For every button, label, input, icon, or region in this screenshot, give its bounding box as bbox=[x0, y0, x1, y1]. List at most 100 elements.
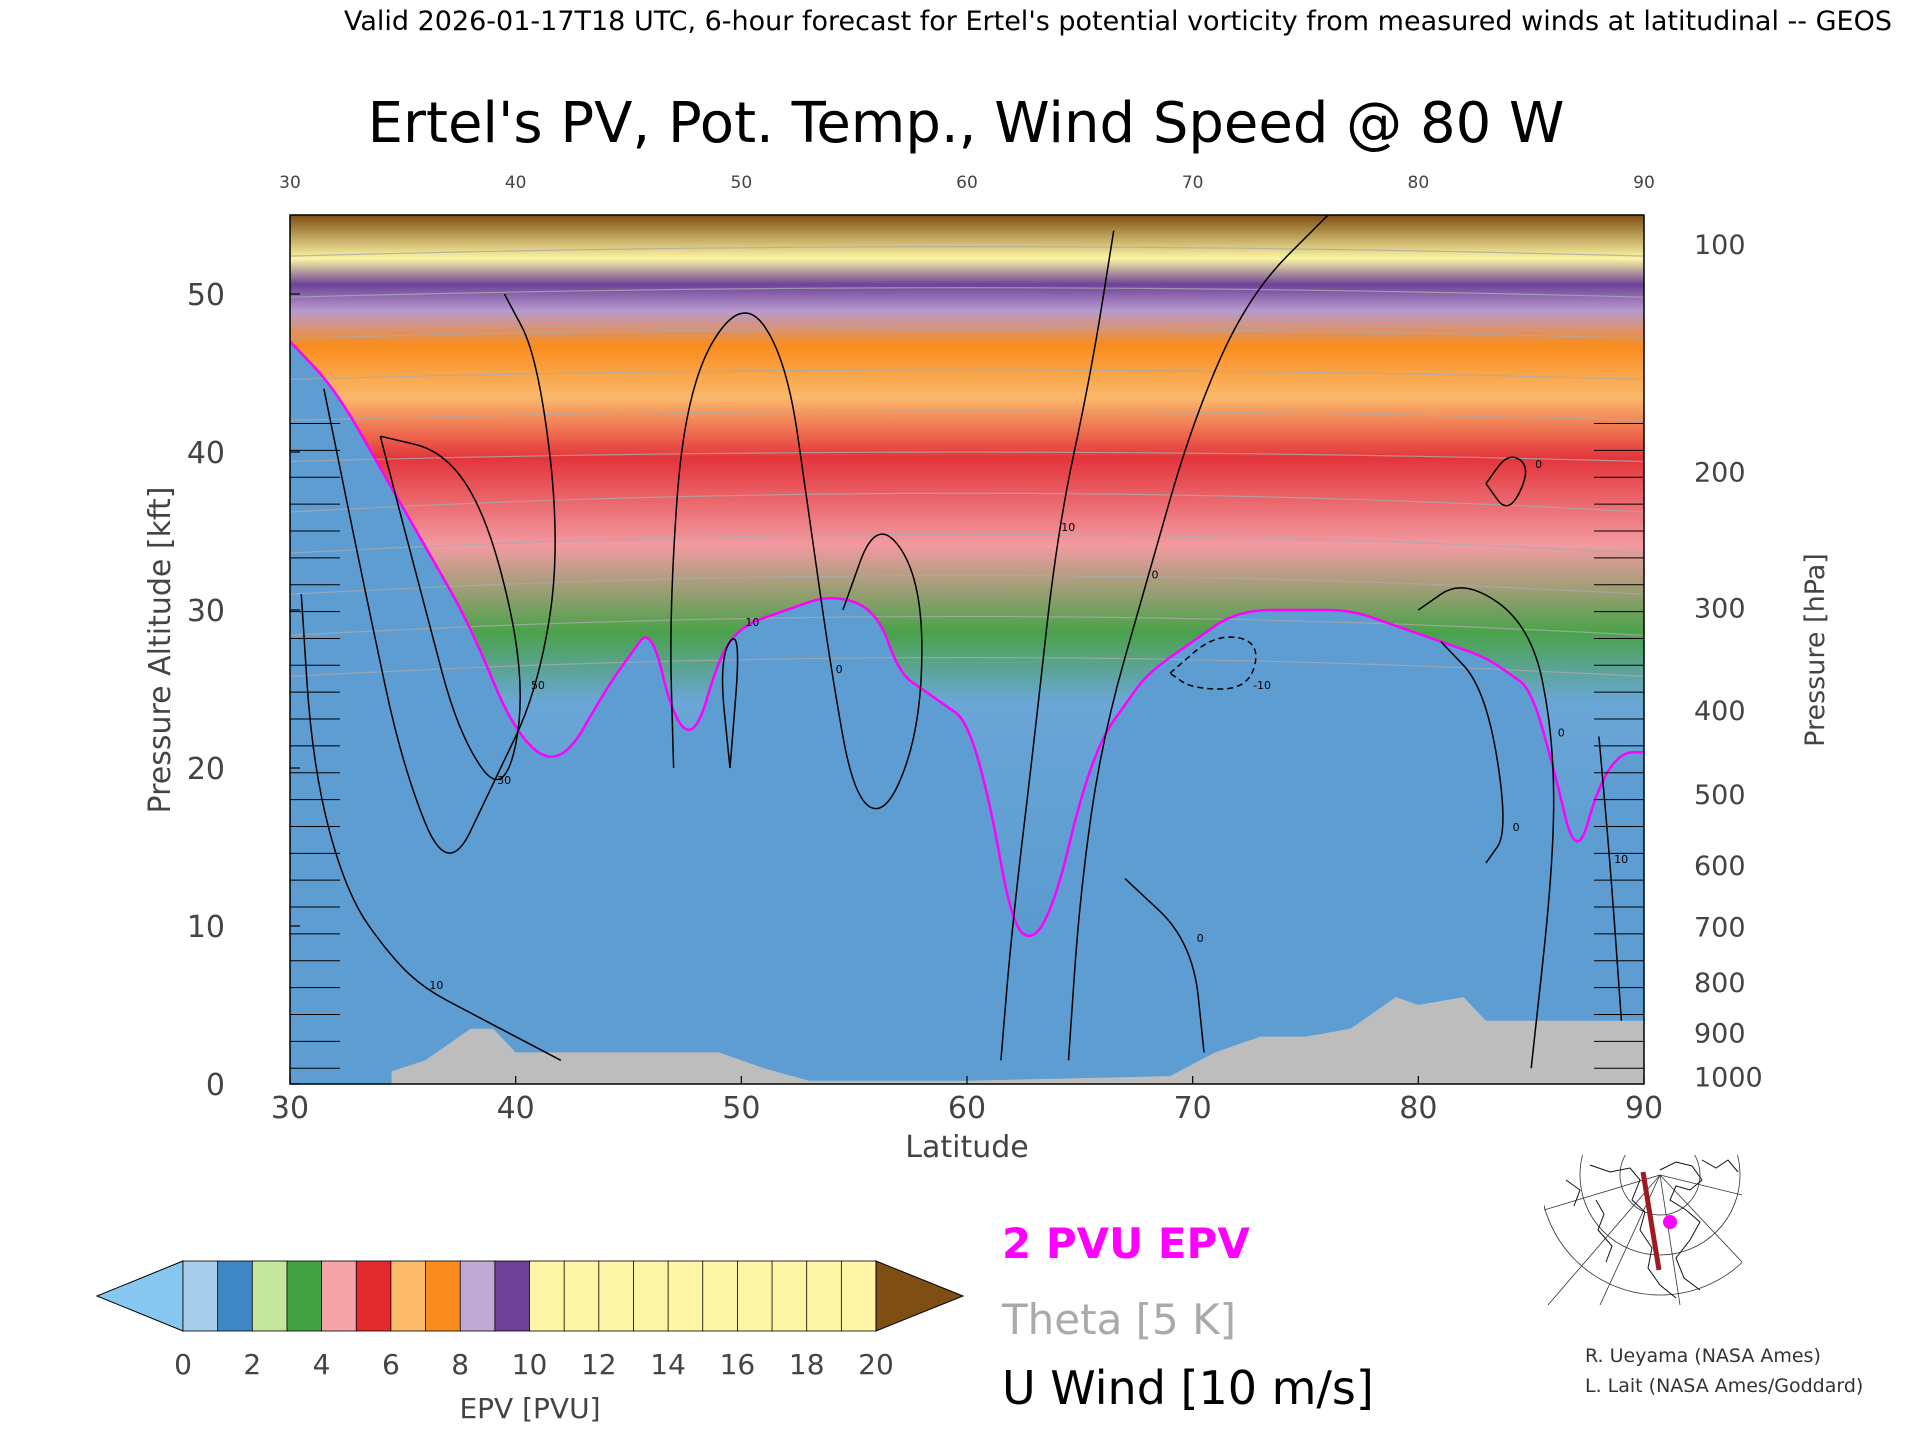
u-wind-contour-0 bbox=[300, 594, 562, 1061]
u-wind-contours: 10 30 50 0 10 10 0 0 -10 0 0 10 0 bbox=[300, 215, 1628, 1069]
u-wind-contour-3 bbox=[670, 312, 923, 810]
legend-item-2pvu: 2 PVU EPV bbox=[1002, 1219, 1250, 1268]
colorbar-block-8 bbox=[459, 1260, 496, 1332]
x-top-tick-label-40: 40 bbox=[505, 173, 527, 193]
y-tick-label-0: 0 bbox=[206, 1068, 225, 1103]
surface-terrain bbox=[391, 997, 1644, 1084]
pressure-tick-label-800: 800 bbox=[1694, 968, 1746, 999]
y-tick-label-40: 40 bbox=[187, 436, 225, 471]
theta-line-350 bbox=[290, 533, 1644, 554]
pressure-tick-label-1000: 1000 bbox=[1694, 1063, 1763, 1094]
y-axis-label-left: Pressure Altitude [kft] bbox=[143, 487, 178, 814]
colorbar-tick-14: 14 bbox=[650, 1348, 686, 1381]
inset-map-graticule bbox=[1544, 1155, 1742, 1305]
u-wind-contour-8 bbox=[1169, 636, 1257, 690]
tropopause-2pvu-contour bbox=[290, 340, 1644, 938]
valid-time-header: Valid 2026-01-17T18 UTC, 6-hour forecast… bbox=[344, 6, 1892, 37]
colorbar-block-18 bbox=[806, 1260, 843, 1332]
colorbar-block-3 bbox=[286, 1260, 323, 1332]
pressure-tick-label-500: 500 bbox=[1694, 780, 1746, 811]
u-wind-contour-11 bbox=[1598, 736, 1623, 1021]
x-top-tick-label-70: 70 bbox=[1182, 173, 1204, 193]
inset-map bbox=[1544, 1155, 1742, 1305]
y-axis-label-right: Pressure [hPa] bbox=[1800, 553, 1831, 747]
u-wind-contour-label-10: 0 bbox=[1513, 821, 1520, 834]
colorbar-tick-6: 6 bbox=[382, 1348, 400, 1381]
colorbar-block-5 bbox=[355, 1260, 392, 1332]
colorbar-block-13 bbox=[633, 1260, 670, 1332]
pressure-tick-label-300: 300 bbox=[1694, 593, 1746, 624]
plot-area: 10 30 50 0 10 10 0 0 -10 0 0 10 0 bbox=[290, 215, 1644, 1084]
x-tick-label-90: 90 bbox=[1625, 1091, 1663, 1126]
y-tick-label-30: 30 bbox=[187, 594, 225, 629]
colorbar-label: EPV [PVU] bbox=[459, 1392, 600, 1425]
theta-line-340 bbox=[290, 574, 1644, 595]
colorbar-under-arrow bbox=[95, 1260, 184, 1332]
colorbar-block-10 bbox=[529, 1260, 566, 1332]
colorbar-block-12 bbox=[598, 1260, 635, 1332]
x-top-tick-label-60: 60 bbox=[956, 173, 978, 193]
chart-title: Ertel's PV, Pot. Temp., Wind Speed @ 80 … bbox=[368, 91, 1565, 156]
colorbar-tick-8: 8 bbox=[451, 1348, 469, 1381]
x-top-tick-label-50: 50 bbox=[731, 173, 753, 193]
colorbar-over-arrow bbox=[875, 1260, 965, 1332]
theta-line-370 bbox=[290, 451, 1644, 463]
u-wind-contour-7 bbox=[1124, 878, 1205, 1053]
colorbar-block-7 bbox=[425, 1260, 462, 1332]
u-wind-contour-label-5: 10 bbox=[1061, 521, 1075, 534]
colorbar-tick-2: 2 bbox=[243, 1348, 261, 1381]
x-axis-top: 30 40 50 60 70 80 90 bbox=[279, 173, 1655, 193]
u-wind-contour-10 bbox=[1440, 641, 1504, 864]
pressure-tick-label-200: 200 bbox=[1694, 458, 1746, 489]
u-wind-contour-label-2: 50 bbox=[531, 679, 545, 692]
theta-line-390 bbox=[290, 369, 1644, 380]
y-tick-label-20: 20 bbox=[187, 752, 225, 787]
x-top-tick-label-30: 30 bbox=[279, 173, 301, 193]
colorbar-block-11 bbox=[563, 1260, 600, 1332]
colorbar: 0 2 4 6 8 10 12 14 16 18 20 EPV [PVU] bbox=[95, 1260, 965, 1425]
u-wind-contour-label-11: 10 bbox=[1614, 853, 1628, 866]
inset-map-location-marker bbox=[1663, 1215, 1677, 1229]
colorbar-tick-20: 20 bbox=[858, 1348, 894, 1381]
colorbar-block-17 bbox=[771, 1260, 808, 1332]
pressure-tick-label-700: 700 bbox=[1694, 913, 1746, 944]
colorbar-block-9 bbox=[494, 1260, 531, 1332]
u-wind-contour-label-9: 0 bbox=[1558, 726, 1565, 739]
legend: 2 PVU EPV Theta [5 K] U Wind [10 m/s] bbox=[1001, 1219, 1374, 1415]
colorbar-block-14 bbox=[667, 1260, 704, 1332]
u-wind-contour-4 bbox=[721, 638, 739, 769]
colorbar-blocks bbox=[182, 1260, 877, 1332]
u-wind-contour-label-8: -10 bbox=[1253, 679, 1271, 692]
u-wind-contour-label-7: 0 bbox=[1197, 932, 1204, 945]
inset-map-cross-section-line bbox=[1640, 1171, 1662, 1271]
credit-line-2: L. Lait (NASA Ames/Goddard) bbox=[1585, 1375, 1863, 1397]
x-tick-label-30: 30 bbox=[271, 1091, 309, 1126]
theta-line-320 bbox=[290, 656, 1644, 677]
pressure-level-ticks bbox=[290, 423, 1644, 1069]
u-wind-contour-label-1: 30 bbox=[497, 774, 511, 787]
y-tick-label-10: 10 bbox=[187, 910, 225, 945]
theta-line-410 bbox=[290, 287, 1644, 298]
x-top-tick-label-90: 90 bbox=[1633, 173, 1655, 193]
troposphere-low-pv-region bbox=[290, 341, 1644, 1084]
u-wind-contour-5 bbox=[1000, 230, 1115, 1061]
x-axis-bottom: 30 40 50 60 70 80 90 bbox=[271, 1076, 1663, 1126]
x-tick-label-60: 60 bbox=[948, 1091, 986, 1126]
colorbar-tick-4: 4 bbox=[313, 1348, 331, 1381]
u-wind-contour-9 bbox=[1417, 587, 1555, 1069]
x-top-tick-label-80: 80 bbox=[1408, 173, 1430, 193]
pressure-tick-label-900: 900 bbox=[1694, 1018, 1746, 1049]
credit-line-1: R. Ueyama (NASA Ames) bbox=[1585, 1345, 1821, 1367]
colorbar-block-0 bbox=[182, 1260, 219, 1332]
colorbar-block-2 bbox=[251, 1260, 288, 1332]
colorbar-block-6 bbox=[390, 1260, 427, 1332]
pressure-tick-label-600: 600 bbox=[1694, 851, 1746, 882]
u-wind-contour-12 bbox=[1485, 456, 1527, 507]
theta-line-400 bbox=[290, 328, 1644, 339]
legend-item-u-wind: U Wind [10 m/s] bbox=[1002, 1361, 1374, 1415]
inset-map-coastlines bbox=[1565, 1159, 1739, 1299]
colorbar-block-19 bbox=[840, 1260, 877, 1332]
pressure-tick-label-400: 400 bbox=[1694, 696, 1746, 727]
colorbar-block-15 bbox=[702, 1260, 739, 1332]
